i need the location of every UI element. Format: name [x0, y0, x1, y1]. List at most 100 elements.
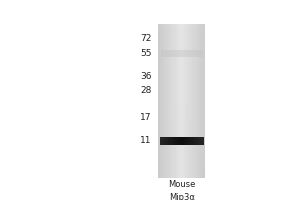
Bar	[161, 50, 202, 57]
Bar	[178, 24, 179, 178]
Bar	[188, 24, 189, 178]
Bar	[158, 124, 205, 128]
Bar	[168, 137, 171, 145]
Bar	[197, 137, 199, 145]
Text: 28: 28	[140, 86, 152, 95]
Bar	[158, 163, 205, 166]
Bar	[158, 128, 205, 132]
Bar	[175, 24, 176, 178]
Bar	[184, 137, 186, 145]
Bar	[158, 55, 205, 59]
Bar	[158, 132, 205, 136]
Bar	[164, 137, 166, 145]
Bar	[158, 39, 205, 43]
Bar	[158, 86, 205, 89]
Bar	[195, 137, 197, 145]
Bar	[165, 24, 166, 178]
Text: 72: 72	[140, 34, 152, 43]
Bar	[158, 32, 205, 36]
Bar	[158, 159, 205, 163]
Bar	[199, 137, 202, 145]
Bar	[182, 24, 183, 178]
Bar	[158, 93, 205, 97]
Bar	[158, 147, 205, 151]
Bar	[158, 24, 205, 28]
Bar	[179, 24, 181, 178]
Bar	[177, 24, 178, 178]
Bar	[168, 24, 169, 178]
Bar	[202, 24, 204, 178]
Bar	[158, 74, 205, 78]
Text: Mouse: Mouse	[168, 180, 195, 189]
Bar	[158, 24, 160, 178]
Bar	[158, 109, 205, 113]
Bar	[192, 24, 193, 178]
Bar	[166, 137, 168, 145]
Bar	[189, 24, 190, 178]
Bar	[179, 137, 182, 145]
Bar	[158, 59, 205, 62]
Bar	[158, 174, 205, 178]
Bar	[158, 47, 205, 51]
Bar	[170, 24, 171, 178]
Bar	[161, 24, 162, 178]
Bar	[162, 24, 163, 178]
Bar	[198, 24, 199, 178]
Bar	[190, 137, 193, 145]
Bar	[185, 24, 186, 178]
Bar	[171, 137, 173, 145]
Bar	[158, 140, 205, 143]
Bar	[169, 24, 170, 178]
Bar	[186, 24, 188, 178]
Bar	[158, 28, 205, 32]
Bar	[158, 97, 205, 101]
Bar	[158, 170, 205, 174]
Bar	[175, 137, 177, 145]
Bar	[160, 24, 161, 178]
Bar	[158, 101, 205, 105]
Bar	[193, 137, 195, 145]
Bar	[162, 137, 164, 145]
Bar	[202, 137, 204, 145]
Bar	[204, 24, 205, 178]
Text: 11: 11	[140, 136, 152, 145]
Bar	[188, 137, 190, 145]
Bar	[190, 24, 191, 178]
Bar	[158, 43, 205, 47]
Bar	[158, 82, 205, 86]
Bar	[191, 24, 192, 178]
Text: 55: 55	[140, 49, 152, 58]
Text: 17: 17	[140, 113, 152, 122]
Bar	[171, 24, 172, 178]
Bar	[158, 120, 205, 124]
Bar	[172, 24, 173, 178]
Bar	[181, 24, 182, 178]
Bar	[167, 24, 168, 178]
Bar	[160, 137, 162, 145]
Bar	[196, 24, 197, 178]
Text: Mip3α: Mip3α	[169, 193, 195, 200]
Bar	[158, 78, 205, 82]
Bar	[158, 51, 205, 55]
Bar	[163, 24, 164, 178]
Bar	[158, 63, 205, 66]
Bar	[194, 24, 196, 178]
Bar	[197, 24, 198, 178]
Bar	[177, 137, 179, 145]
Bar	[158, 136, 205, 140]
Bar	[158, 155, 205, 159]
Bar	[158, 166, 205, 170]
Bar	[158, 143, 205, 147]
Bar	[182, 137, 184, 145]
Bar	[184, 24, 185, 178]
Bar	[158, 66, 205, 70]
Bar	[158, 113, 205, 116]
Bar	[158, 116, 205, 120]
Text: 36: 36	[140, 72, 152, 81]
Bar	[176, 24, 177, 178]
Bar	[158, 89, 205, 93]
Bar	[158, 151, 205, 155]
Bar	[199, 24, 200, 178]
Bar	[164, 24, 165, 178]
Bar	[193, 24, 194, 178]
